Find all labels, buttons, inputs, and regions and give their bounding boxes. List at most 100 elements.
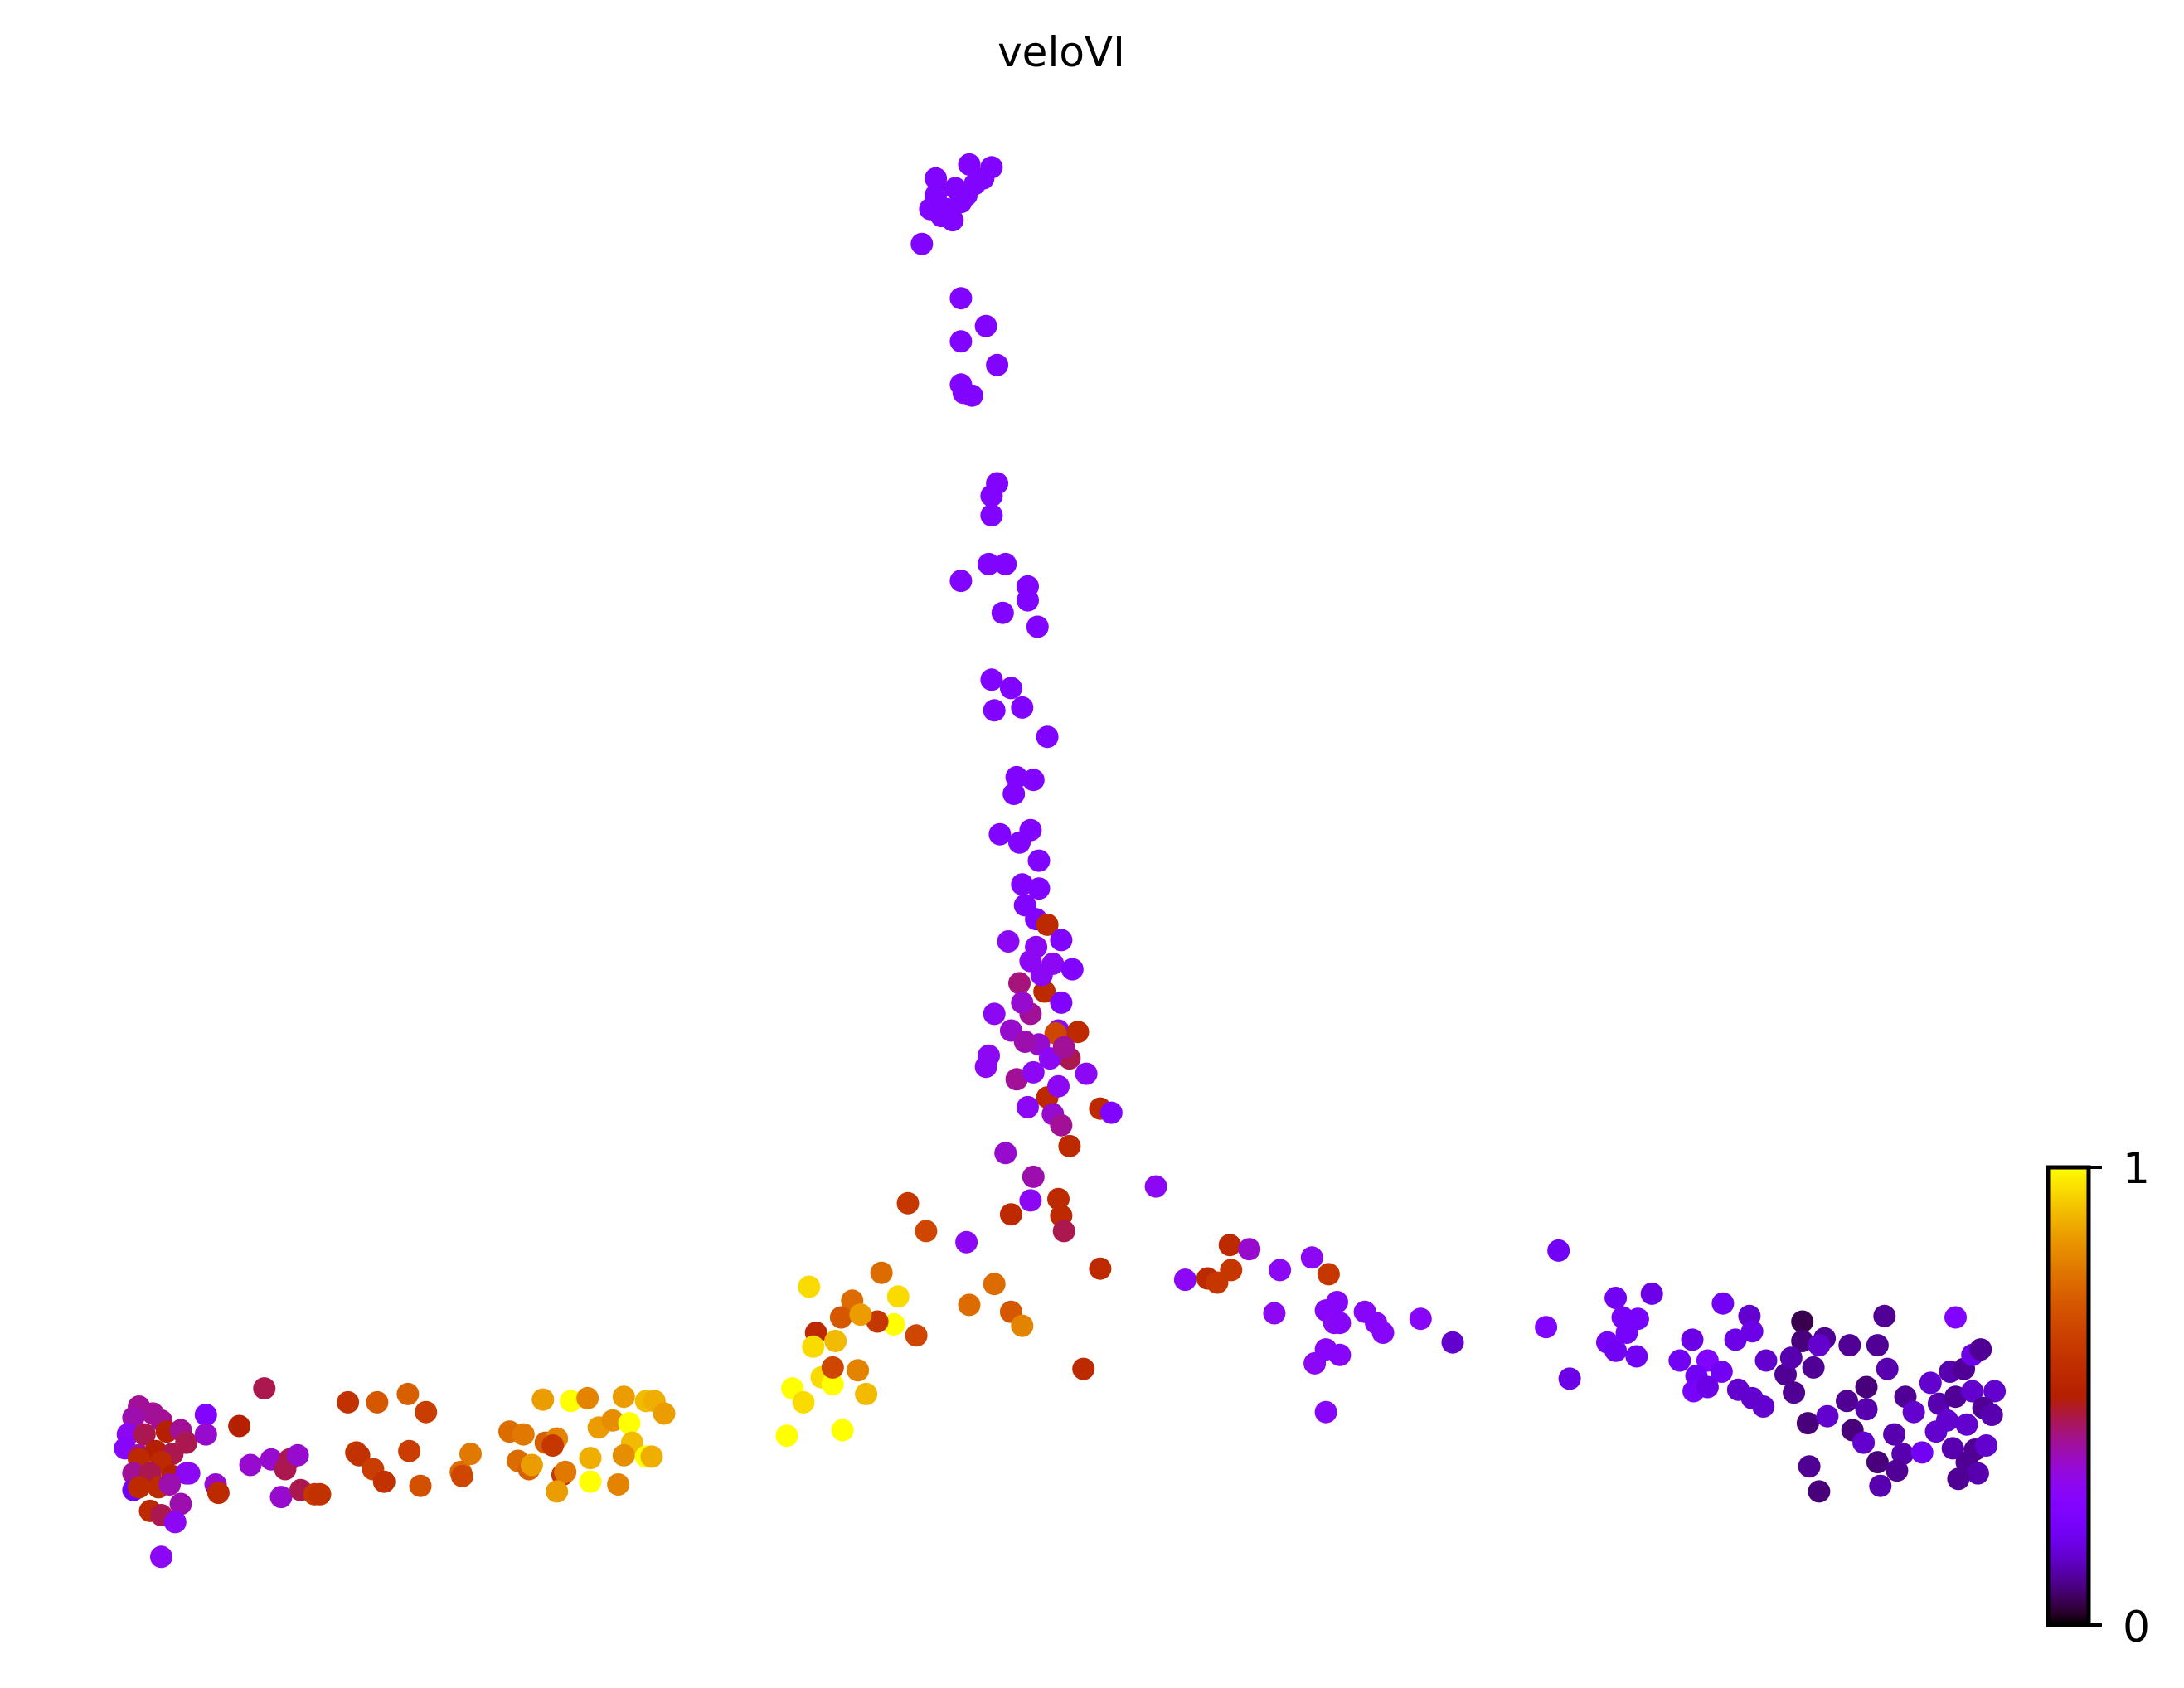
data-point xyxy=(949,570,973,593)
data-point xyxy=(337,1390,360,1414)
data-point xyxy=(983,1002,1006,1026)
data-point xyxy=(974,1055,997,1079)
data-point xyxy=(1798,1455,1821,1478)
data-point xyxy=(866,1310,889,1333)
data-point xyxy=(1711,1292,1735,1315)
data-point xyxy=(988,822,1012,846)
data-point xyxy=(1072,1357,1095,1380)
data-point xyxy=(512,1423,535,1446)
data-point xyxy=(1005,1068,1028,1091)
data-point xyxy=(1802,1356,1825,1379)
data-point xyxy=(1300,1246,1323,1269)
data-point xyxy=(1011,696,1034,719)
data-point xyxy=(450,1464,473,1487)
data-point xyxy=(986,353,1009,376)
data-point xyxy=(821,1356,844,1379)
data-point xyxy=(163,1511,187,1534)
data-point xyxy=(1441,1331,1464,1354)
data-point xyxy=(980,668,1003,691)
data-point xyxy=(775,1424,798,1448)
data-point xyxy=(1808,1334,1831,1357)
data-point xyxy=(612,1385,635,1409)
data-point xyxy=(541,1434,565,1457)
data-point xyxy=(1668,1349,1691,1372)
colorbar-tick-label-max: 1 xyxy=(2123,1144,2150,1194)
data-point xyxy=(1547,1239,1570,1262)
data-point xyxy=(1869,1474,1892,1497)
data-point xyxy=(1535,1316,1558,1339)
data-point xyxy=(640,1445,663,1468)
data-point xyxy=(882,1312,905,1336)
data-point xyxy=(415,1400,438,1424)
data-point xyxy=(1328,1312,1352,1335)
data-point xyxy=(239,1453,262,1477)
data-point xyxy=(1615,1322,1638,1344)
data-point xyxy=(1052,1036,1075,1059)
data-point xyxy=(618,1412,641,1435)
data-point xyxy=(952,381,975,405)
data-point xyxy=(1052,1220,1075,1243)
data-point xyxy=(194,1423,217,1446)
data-point xyxy=(1696,1375,1719,1399)
data-point xyxy=(999,677,1022,700)
data-point xyxy=(576,1386,599,1409)
data-point xyxy=(1983,1380,2007,1403)
data-point xyxy=(607,1473,630,1496)
data-point xyxy=(579,1447,602,1470)
data-point xyxy=(1027,849,1051,872)
data-point xyxy=(1558,1367,1581,1390)
data-point xyxy=(133,1423,156,1446)
data-point xyxy=(546,1480,569,1503)
data-point xyxy=(1902,1400,1925,1424)
data-point xyxy=(308,1482,332,1506)
data-point xyxy=(1710,1361,1733,1383)
data-point xyxy=(1779,1346,1803,1370)
data-point xyxy=(653,1402,676,1425)
colorbar-tick-label-min: 0 xyxy=(2123,1603,2150,1652)
data-point xyxy=(1873,1304,1896,1327)
data-point xyxy=(194,1404,217,1426)
data-point xyxy=(1924,1420,1948,1443)
data-point xyxy=(559,1390,582,1413)
data-point xyxy=(1625,1345,1648,1368)
data-point xyxy=(206,1482,230,1505)
data-point xyxy=(1060,958,1084,981)
data-point xyxy=(829,1306,852,1329)
data-point xyxy=(150,1545,172,1569)
data-point xyxy=(1754,1349,1778,1372)
data-point xyxy=(1011,873,1034,896)
data-point xyxy=(1027,877,1051,900)
data-point xyxy=(520,1453,543,1477)
data-point xyxy=(409,1474,432,1497)
data-point xyxy=(1025,935,1048,958)
data-point xyxy=(1047,1187,1070,1210)
data-point xyxy=(1005,765,1028,788)
data-point xyxy=(554,1460,577,1483)
data-point xyxy=(991,601,1014,624)
data-point xyxy=(1796,1412,1819,1435)
data-point xyxy=(1866,1451,1889,1474)
data-point xyxy=(949,287,973,310)
data-point xyxy=(1033,980,1056,1003)
data-point xyxy=(802,1335,825,1358)
data-point xyxy=(1050,1113,1073,1137)
data-point xyxy=(1036,725,1059,749)
data-point xyxy=(905,1324,928,1347)
data-point xyxy=(286,1443,309,1467)
data-point xyxy=(1409,1307,1432,1331)
data-point xyxy=(1218,1234,1241,1257)
data-point xyxy=(1022,1165,1045,1188)
data-point xyxy=(1724,1328,1747,1351)
data-point xyxy=(1966,1462,1989,1485)
data-point xyxy=(158,1473,182,1496)
colorbar-gradient xyxy=(2046,1165,2091,1627)
data-point xyxy=(1604,1287,1628,1309)
data-point xyxy=(1173,1268,1196,1292)
data-point xyxy=(1017,1095,1039,1118)
data-point xyxy=(1752,1395,1775,1418)
data-point xyxy=(1836,1390,1858,1413)
data-point xyxy=(579,1470,602,1493)
data-point xyxy=(1002,783,1026,805)
data-point xyxy=(1269,1259,1292,1282)
data-point xyxy=(1980,1404,2003,1426)
